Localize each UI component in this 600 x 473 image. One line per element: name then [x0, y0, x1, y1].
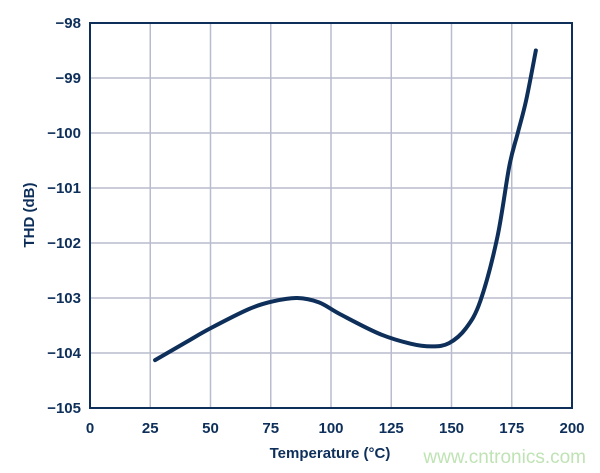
y-tick-label: −101 [47, 180, 81, 197]
x-tick-label: 200 [559, 420, 584, 437]
x-axis-label: Temperature (°C) [270, 445, 391, 462]
tick-labels: 0 25 50 75 100 125 150 175 200 −98 −99 −100 −101 −102… [47, 15, 584, 437]
x-tick-label: 0 [86, 420, 94, 437]
y-tick-label: −104 [47, 345, 81, 362]
x-tick-label: 100 [318, 420, 343, 437]
y-tick-label: −100 [47, 125, 81, 142]
y-tick-label: −99 [56, 70, 81, 87]
x-tick-label: 25 [142, 420, 159, 437]
series-line [153, 48, 538, 363]
y-tick-label: −102 [47, 235, 81, 252]
plot-frame [89, 22, 573, 409]
x-tick-label: 125 [379, 420, 404, 437]
x-tick-label: 175 [499, 420, 524, 437]
y-tick-label: −105 [47, 400, 81, 417]
y-tick-label: −103 [47, 290, 81, 307]
x-tick-label: 50 [202, 420, 219, 437]
y-axis-label: THD (dB) [21, 183, 38, 248]
x-tick-label: 75 [262, 420, 279, 437]
x-tick-label: 150 [439, 420, 464, 437]
y-tick-label: −98 [56, 15, 81, 32]
watermark: www.cntronics.com [423, 447, 586, 468]
